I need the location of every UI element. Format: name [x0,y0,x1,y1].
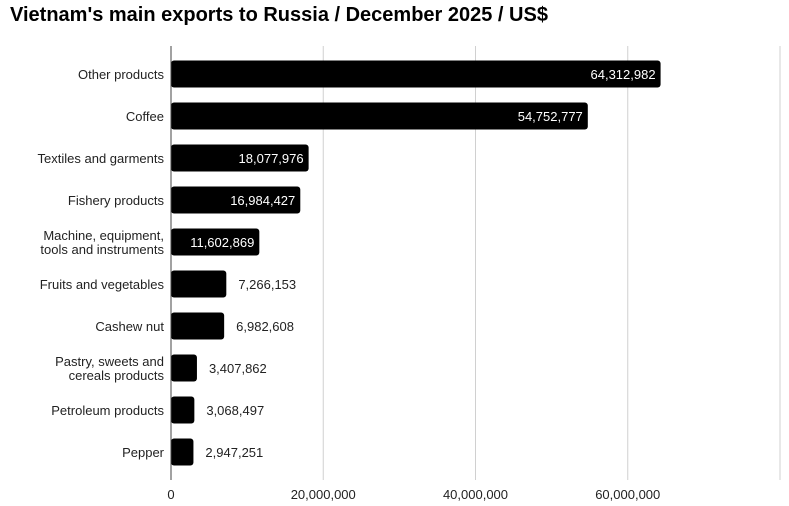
x-axis-ticks: 0 20,000,000 40,000,000 60,000,000 [167,487,660,502]
bar-value-label: 18,077,976 [239,151,304,166]
bar [171,354,197,382]
bar-value-label: 2,947,251 [205,445,263,460]
bar-value-label: 16,984,427 [230,193,295,208]
category-label: Textiles and garments [38,151,165,166]
x-tick-label: 0 [167,487,174,502]
category-label: Machine, equipment, tools and instruments [40,228,164,257]
x-tick-label: 40,000,000 [443,487,508,502]
category-label: Pepper [122,445,165,460]
category-label: Coffee [126,109,164,124]
category-label: Fruits and vegetables [40,277,165,292]
x-tick-label: 20,000,000 [291,487,356,502]
bar-value-label: 6,982,608 [236,319,294,334]
bar-value-label: 11,602,869 [190,235,254,250]
bars: 64,312,982 54,752,777 18,077,976 16,984,427… [171,60,661,466]
category-label: Petroleum products [51,403,164,418]
bar [171,312,225,340]
bar-value-label: 3,068,497 [206,403,264,418]
bar-value-label: 7,266,153 [238,277,296,292]
bar [171,438,194,466]
category-label: Cashew nut [95,319,164,334]
bar-value-label: 54,752,777 [518,109,583,124]
bar [171,102,588,130]
category-label: Other products [78,67,164,82]
category-label: Fishery products [68,193,165,208]
bar [171,60,661,88]
bar-value-label: 64,312,982 [591,67,656,82]
bar [171,396,195,424]
x-tick-label: 60,000,000 [595,487,660,502]
bar [171,186,301,214]
category-labels: Other products Coffee Textiles and garment… [38,67,165,460]
bar [171,144,309,172]
bar-value-label: 3,407,862 [209,361,267,376]
category-label: Pastry, sweets and cereals products [55,354,164,383]
bar [171,228,260,256]
chart-title: Vietnam's main exports to Russia / Decem… [10,4,548,26]
bar [171,270,227,298]
